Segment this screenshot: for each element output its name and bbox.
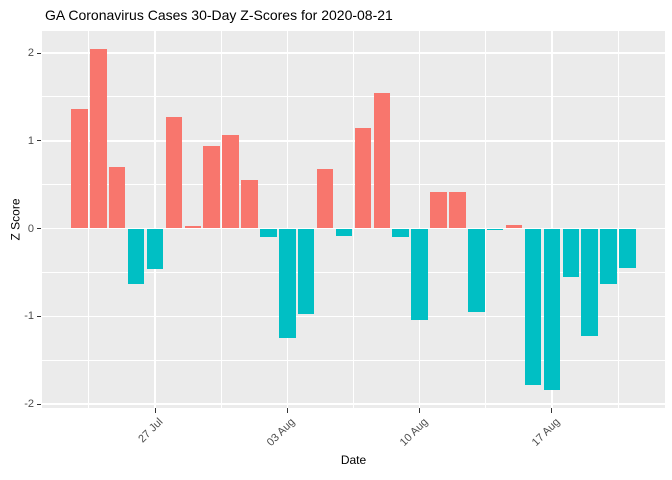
bar-2020-07-26 [127, 228, 145, 284]
y-tick-label: 1 [27, 134, 34, 147]
y-tick-mark [37, 228, 41, 229]
bar-2020-08-07 [354, 128, 372, 229]
bar-2020-08-11 [430, 191, 447, 229]
gridline-major-horizontal [42, 227, 665, 230]
y-tick-label: 2 [27, 47, 34, 59]
bar-2020-08-09 [392, 228, 409, 238]
x-tick-mark [154, 408, 156, 413]
bar-2020-08-15 [505, 224, 523, 229]
gridline-minor-vertical [88, 31, 90, 408]
y-tick-label: -2 [24, 398, 34, 410]
gridline-minor-vertical [485, 31, 487, 408]
plot-panel [42, 31, 665, 408]
x-axis-title: Date [340, 453, 367, 467]
gridline-major-horizontal [42, 140, 665, 142]
bar-2020-08-13 [468, 228, 485, 312]
bar-2020-07-28 [165, 117, 183, 229]
gridline-major-vertical [551, 31, 553, 408]
gridline-major-horizontal [42, 315, 665, 317]
bar-2020-08-16 [524, 228, 542, 385]
y-tick-mark [37, 140, 41, 142]
bar-2020-08-04 [297, 228, 315, 314]
bar-2020-07-24 [90, 48, 107, 229]
bar-2020-08-19 [581, 228, 598, 336]
bar-2020-07-30 [203, 146, 220, 229]
gridline-major-vertical [286, 31, 289, 408]
bar-2020-08-18 [562, 228, 580, 277]
y-axis-title: Z Score [8, 198, 23, 241]
bar-2020-08-17 [543, 228, 561, 390]
bar-2020-08-12 [449, 191, 466, 229]
bar-2020-08-03 [279, 228, 296, 339]
chart-title: GA Coronavirus Cases 30-Day Z-Scores for… [45, 7, 393, 23]
bar-2020-08-06 [335, 228, 353, 236]
gridline-major-vertical [418, 31, 421, 408]
gridline-major-vertical [154, 31, 156, 408]
x-tick-mark [419, 408, 421, 413]
bar-2020-07-31 [222, 134, 239, 229]
bar-2020-08-05 [316, 168, 334, 229]
bar-2020-08-20 [600, 228, 617, 284]
y-tick-mark [37, 52, 41, 54]
y-tick-mark [37, 315, 41, 317]
bar-2020-08-02 [260, 228, 277, 238]
gridline-minor-vertical [220, 31, 222, 408]
bar-2020-07-27 [146, 228, 164, 269]
gridline-minor-vertical [617, 31, 619, 408]
bar-2020-07-29 [184, 225, 202, 229]
x-tick-mark [286, 408, 288, 413]
x-tick-mark [551, 408, 553, 413]
bar-2020-08-21 [619, 228, 636, 268]
y-tick-label: 0 [27, 222, 34, 235]
gridline-major-horizontal [42, 403, 665, 405]
bar-2020-08-14 [486, 228, 504, 231]
y-tick-mark [37, 403, 41, 405]
bar-2020-08-10 [411, 228, 428, 320]
gridline-major-horizontal [42, 52, 665, 54]
y-tick-label: -1 [24, 310, 34, 323]
bar-2020-08-01 [241, 180, 258, 229]
gridline-minor-vertical [352, 31, 354, 408]
bar-2020-07-25 [108, 167, 126, 229]
bar-2020-08-08 [373, 93, 391, 229]
bar-2020-07-23 [71, 109, 88, 229]
